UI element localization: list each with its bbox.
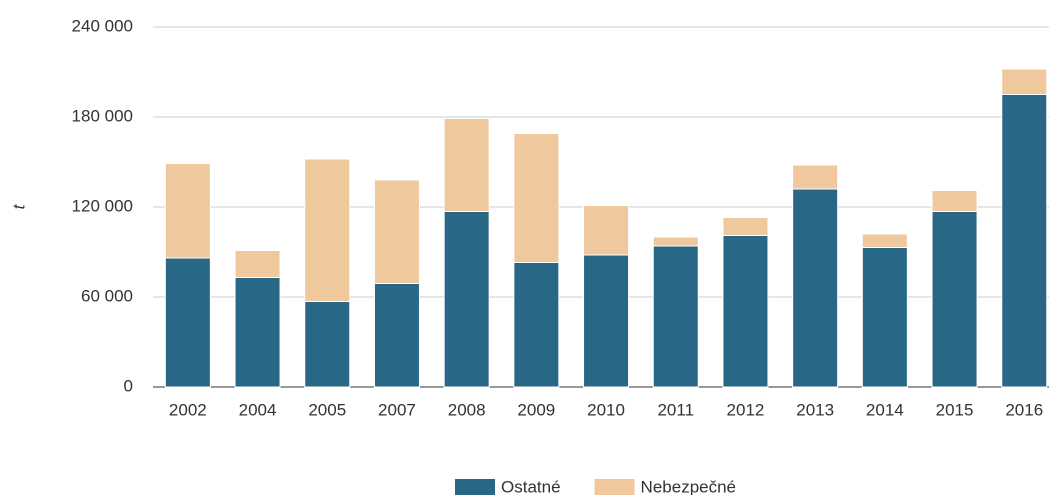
bar-segment	[513, 133, 560, 263]
bar-segment	[304, 301, 351, 388]
bar-segment	[373, 179, 420, 284]
legend-swatch	[455, 479, 495, 495]
bar-segment	[164, 257, 211, 388]
legend-label: Ostatné	[501, 477, 561, 495]
bar-segment	[443, 118, 490, 212]
y-tick-label: 60 000	[81, 286, 133, 305]
x-tick-label: 2012	[727, 400, 765, 419]
bar-segment	[722, 235, 769, 388]
x-tick-label: 2013	[796, 400, 834, 419]
x-tick-label: 2010	[587, 400, 625, 419]
bar-segment	[164, 163, 211, 259]
bar-segment	[583, 254, 630, 388]
legend-swatch	[594, 479, 635, 495]
x-tick-label: 2011	[657, 400, 694, 419]
bar-segment	[722, 217, 769, 236]
bar-segment	[931, 190, 978, 212]
bar-segment	[1001, 94, 1048, 388]
x-tick-label: 2015	[936, 400, 974, 419]
y-tick-label: 120 000	[72, 196, 133, 215]
bar-segment	[443, 211, 490, 388]
legend-label: Nebezpečné	[641, 477, 736, 495]
y-tick-label: 0	[124, 376, 133, 395]
x-tick-label: 2004	[239, 400, 277, 419]
bar-segment	[861, 233, 908, 248]
bar-segment	[861, 247, 908, 388]
bar-segment	[234, 277, 281, 388]
y-axis-label: t	[9, 203, 28, 209]
bar-segment	[373, 283, 420, 388]
x-tick-label: 2009	[517, 400, 555, 419]
x-tick-label: 2007	[378, 400, 416, 419]
bar-segment	[792, 188, 839, 388]
x-tick-label: 2008	[448, 400, 486, 419]
bar-segment	[652, 245, 699, 388]
bar-segment	[792, 164, 839, 190]
y-tick-label: 240 000	[72, 16, 133, 35]
bar-segment	[583, 205, 630, 256]
bar-segment	[931, 211, 978, 388]
x-tick-label: 2005	[308, 400, 346, 419]
bar-segment	[1001, 68, 1048, 95]
bar-segment	[513, 262, 560, 388]
x-tick-label: 2014	[866, 400, 904, 419]
bar-segment	[234, 250, 281, 278]
x-tick-label: 2016	[1005, 400, 1043, 419]
x-tick-label: 2002	[169, 400, 207, 419]
y-tick-label: 180 000	[72, 106, 133, 125]
bar-segment	[304, 158, 351, 302]
bar-segment	[652, 236, 699, 247]
